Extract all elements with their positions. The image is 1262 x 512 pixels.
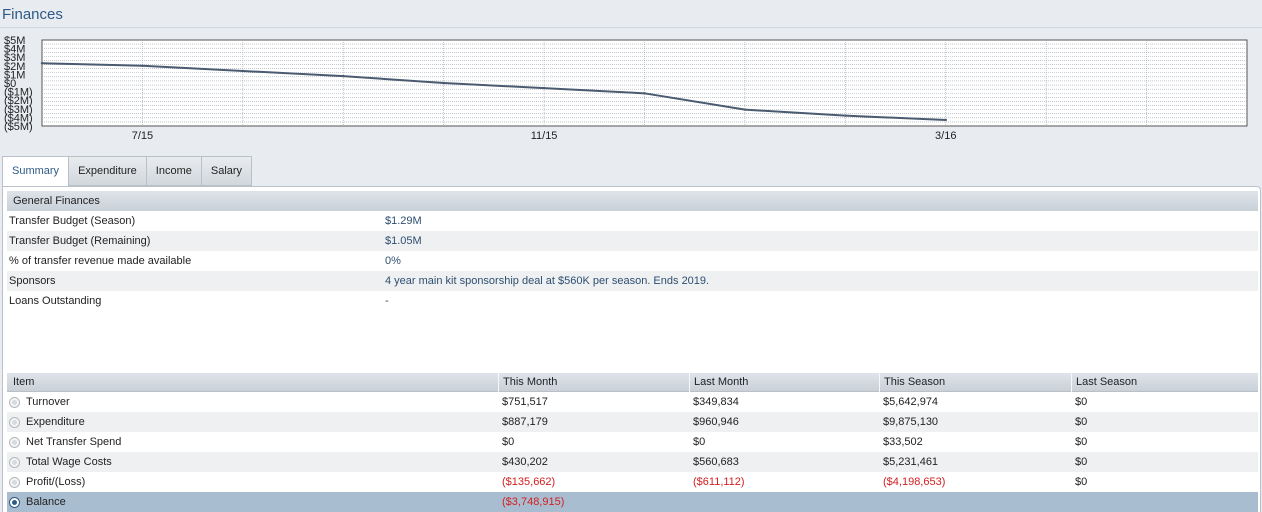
table-row-selected[interactable]: Balance ($3,748,915) [7, 492, 1258, 512]
x-tick-label: 3/16 [935, 130, 956, 142]
loans-outstanding-row: Loans Outstanding - [7, 291, 1258, 311]
y-tick-label: $0 [4, 78, 16, 90]
y-tick-label: ($2M) [4, 95, 33, 107]
transfer-revenue-row: % of transfer revenue made available 0% [7, 251, 1258, 271]
last-month-value: ($611,112) [693, 476, 745, 488]
tab-expenditure[interactable]: Expenditure [69, 156, 147, 186]
last-month-value: $560,683 [693, 456, 739, 468]
item-label: Balance [26, 496, 66, 508]
balance-data-point [542, 86, 546, 90]
this-month-value: $751,517 [502, 396, 548, 408]
radio-icon[interactable] [9, 437, 20, 448]
x-tick-label: 7/15 [132, 130, 153, 142]
last-month-value: $349,834 [693, 396, 739, 408]
row-label: Sponsors [9, 275, 56, 287]
x-tick-label: 11/15 [531, 130, 558, 142]
last-month-value: $960,946 [693, 416, 739, 428]
row-value: $1.29M [385, 215, 422, 227]
balance-data-point [141, 64, 144, 67]
tab-income[interactable]: Income [146, 156, 202, 186]
page-title: Finances [2, 6, 63, 23]
last-season-value: $0 [1075, 456, 1088, 468]
finance-table-header: Item This Month Last Month This Season L… [7, 373, 1258, 392]
last-season-value: $0 [1075, 416, 1088, 428]
item-label: Total Wage Costs [26, 456, 112, 468]
summary-panel: General Finances Transfer Budget (Season… [2, 186, 1261, 512]
this-month-value: $0 [502, 436, 515, 448]
this-season-value: $9,875,130 [883, 416, 939, 428]
row-value: 4 year main kit sponsorship deal at $560… [385, 275, 710, 287]
sponsors-row: Sponsors 4 year main kit sponsorship dea… [7, 271, 1258, 291]
balance-data-point [40, 62, 44, 65]
radio-icon[interactable] [9, 457, 20, 468]
tab-salary[interactable]: Salary [201, 156, 253, 186]
balance-data-point [442, 81, 445, 85]
item-label: Net Transfer Spend [26, 436, 122, 448]
general-finances-header: General Finances [7, 191, 1258, 211]
row-label: % of transfer revenue made available [9, 255, 192, 267]
y-tick-label: $4M [4, 44, 25, 56]
last-season-value: $0 [1075, 476, 1088, 488]
last-season-value: $0 [1075, 436, 1088, 448]
tab-bar: Summary Expenditure Income Salary [2, 156, 253, 187]
this-season-value: $5,642,974 [883, 396, 939, 408]
radio-icon[interactable] [9, 397, 20, 408]
row-value: 0% [385, 255, 401, 267]
y-tick-label: ($1M) [4, 87, 33, 99]
y-tick-label: $3M [4, 52, 25, 64]
column-header-last-month[interactable]: Last Month [689, 373, 748, 392]
column-header-this-month[interactable]: This Month [498, 373, 557, 392]
y-tick-label: $1M [4, 69, 25, 81]
title-divider [0, 27, 1262, 28]
radio-icon[interactable] [9, 417, 20, 428]
balance-data-point [944, 118, 947, 122]
this-month-value: $430,202 [502, 456, 548, 468]
this-month-value: $887,179 [502, 416, 548, 428]
column-header-this-season[interactable]: This Season [879, 373, 945, 392]
finance-balance-chart: $5M$4M$3M$2M$1M$0($1M)($2M)($3M)($4M)($5… [4, 35, 1248, 142]
last-season-value: $0 [1075, 396, 1088, 408]
item-label: Expenditure [26, 416, 85, 428]
y-tick-label: $2M [4, 61, 25, 73]
balance-data-point [342, 74, 345, 78]
y-tick-label: ($4M) [4, 112, 33, 124]
column-header-last-season[interactable]: Last Season [1071, 373, 1137, 392]
table-row[interactable]: Net Transfer Spend $0 $0 $33,502 $0 [7, 432, 1258, 452]
transfer-budget-remaining-row: Transfer Budget (Remaining) $1.05M [7, 231, 1258, 251]
y-tick-label: ($3M) [4, 104, 33, 116]
table-row[interactable]: Turnover $751,517 $349,834 $5,642,974 $0 [7, 392, 1258, 412]
row-label: Transfer Budget (Remaining) [9, 235, 151, 247]
row-label: Transfer Budget (Season) [9, 215, 136, 227]
this-month-value: ($135,662) [502, 476, 556, 488]
this-season-value: ($4,198,653) [883, 476, 946, 488]
item-label: Profit/(Loss) [26, 476, 86, 488]
y-tick-label: $5M [4, 35, 25, 47]
row-value: $1.05M [385, 235, 422, 247]
radio-selected-icon[interactable] [9, 497, 20, 508]
table-row[interactable]: Expenditure $887,179 $960,946 $9,875,130… [7, 412, 1258, 432]
balance-data-point [844, 114, 847, 117]
row-label: Loans Outstanding [9, 295, 102, 307]
radio-icon[interactable] [9, 477, 20, 488]
this-month-value: ($3,748,915) [502, 496, 565, 508]
balance-data-point [643, 92, 646, 95]
this-season-value: $33,502 [883, 436, 923, 448]
this-season-value: $5,231,461 [883, 456, 939, 468]
table-row[interactable]: Profit/(Loss) ($135,662) ($611,112) ($4,… [7, 472, 1258, 492]
column-header-item[interactable]: Item [13, 376, 35, 388]
item-label: Turnover [26, 396, 70, 408]
transfer-budget-season-row: Transfer Budget (Season) $1.29M [7, 211, 1258, 231]
balance-series-line [41, 62, 946, 121]
table-row[interactable]: Total Wage Costs $430,202 $560,683 $5,23… [7, 452, 1258, 472]
y-tick-label: ($5M) [4, 121, 33, 133]
row-value: - [385, 295, 389, 307]
balance-data-point [743, 108, 747, 111]
balance-data-point [241, 69, 245, 73]
last-month-value: $0 [693, 436, 706, 448]
tab-summary[interactable]: Summary [2, 156, 70, 187]
